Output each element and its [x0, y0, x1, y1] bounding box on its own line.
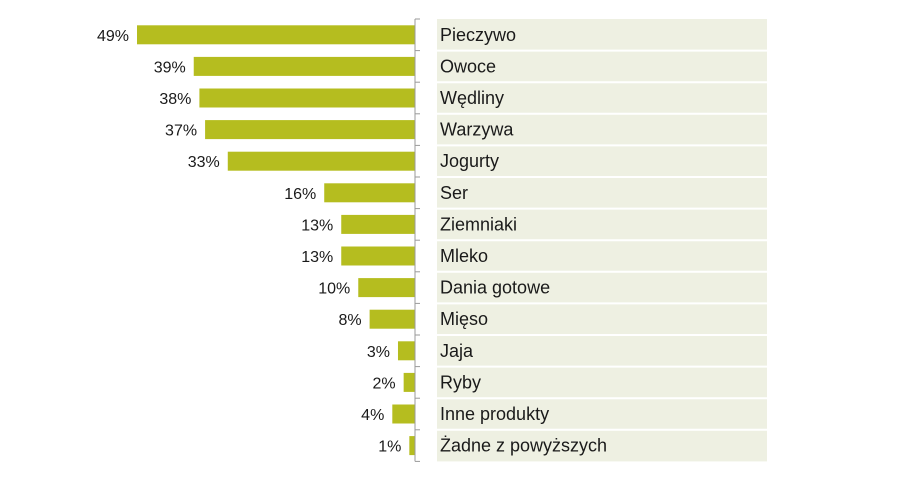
category-label: Dania gotowe: [440, 278, 550, 298]
value-label: 37%: [165, 123, 197, 140]
bar-2: [193, 56, 415, 76]
value-label: 4%: [361, 407, 384, 424]
category-label-panel: [437, 19, 767, 462]
category-label: Ryby: [440, 372, 481, 392]
bar-7: [341, 214, 415, 234]
bar-11: [397, 341, 415, 361]
value-label: 13%: [301, 217, 333, 234]
category-label: Warzywa: [440, 120, 514, 140]
value-label: 2%: [373, 375, 396, 392]
value-label: 38%: [159, 91, 191, 108]
value-label: 13%: [301, 249, 333, 266]
value-labels: 49% 39% 38% 37% 33% 16% 13% 13% 10% 8% 3% 2% 4% 1%: [97, 28, 401, 456]
category-label: Mięso: [440, 309, 488, 329]
bar-8: [341, 246, 415, 266]
value-label: 39%: [154, 59, 186, 76]
category-label: Żadne z powyższych: [440, 436, 607, 456]
value-label: 1%: [378, 439, 401, 456]
bar-14: [409, 436, 415, 456]
value-label: 33%: [188, 154, 220, 171]
bar-4: [205, 120, 415, 140]
category-label: Jogurty: [440, 151, 499, 171]
value-label: 16%: [284, 186, 316, 203]
value-label: 3%: [367, 344, 390, 361]
value-label: 10%: [318, 281, 350, 298]
category-label: Jaja: [440, 341, 474, 361]
bar-series: [137, 25, 415, 456]
category-label: Owoce: [440, 56, 496, 76]
bar-13: [392, 404, 415, 424]
bar-6: [324, 183, 415, 203]
bar-3: [199, 88, 415, 108]
value-label: 49%: [97, 28, 129, 45]
bar-9: [358, 278, 415, 298]
bar-10: [369, 309, 415, 329]
bar-12: [403, 372, 415, 392]
category-label: Inne produkty: [440, 404, 549, 424]
bar-1: [137, 25, 415, 45]
category-axis: [414, 18, 420, 462]
category-label: Ser: [440, 183, 468, 203]
category-label: Wędliny: [440, 88, 504, 108]
category-label: Mleko: [440, 246, 488, 266]
value-label: 8%: [338, 312, 361, 329]
category-label: Ziemniaki: [440, 214, 517, 234]
category-labels: Pieczywo Owoce Wędliny Warzywa Jogurty Ser Zie…: [440, 25, 607, 456]
category-label: Pieczywo: [440, 25, 516, 45]
bar-5: [227, 151, 415, 171]
